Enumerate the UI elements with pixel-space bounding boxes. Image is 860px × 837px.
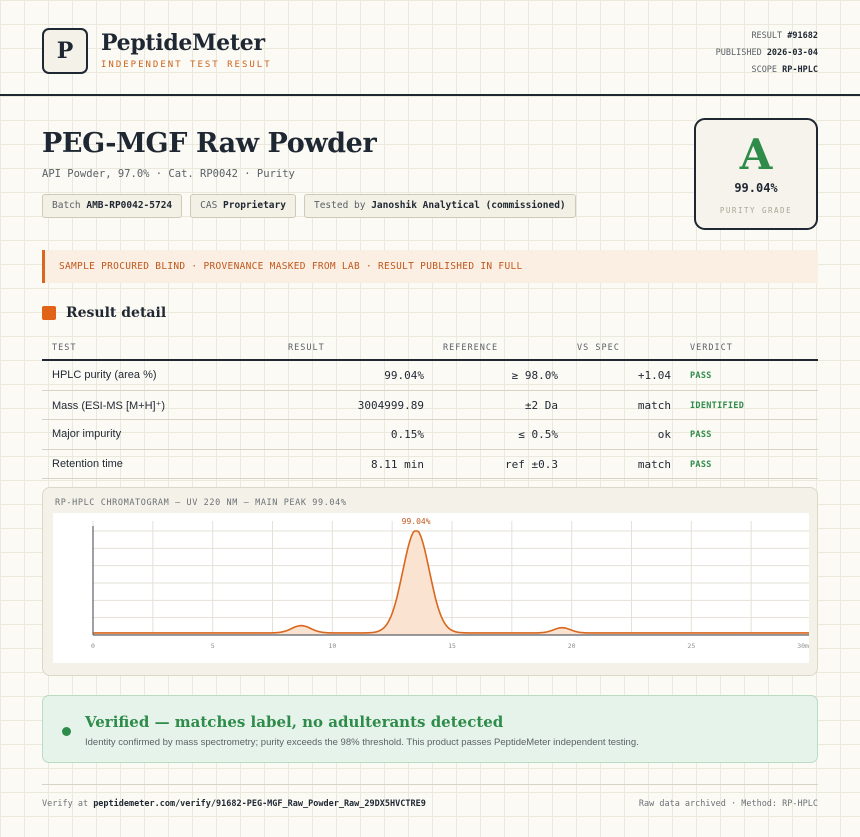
table-row: Retention time 8.11 min ref ±0.3 match P… [42, 450, 818, 479]
chip-value: Proprietary [223, 200, 286, 211]
chromatogram-panel: RP-HPLC CHROMATOGRAM — UV 220 NM — MAIN … [42, 487, 818, 676]
chip-label: CAS [200, 200, 218, 211]
cell-vs-spec: +1.04 [637, 369, 671, 382]
product-subtitle: API Powder, 97.0% · Cat. RP0042 · Purity [42, 168, 295, 180]
cell-test: HPLC purity (area %) [52, 369, 157, 381]
x-tick-label: 25 [687, 642, 695, 650]
table-header: TEST RESULT REFERENCE VS SPEC VERDICT [42, 338, 818, 361]
table-row: Mass (ESI-MS [M+H]⁺) 3004999.89 ±2 Da ma… [42, 391, 818, 420]
signal-line [93, 530, 809, 634]
cell-reference: ≥ 98.0% [511, 369, 558, 382]
cell-verdict: PASS [690, 371, 712, 381]
brand-subtitle: INDEPENDENT TEST RESULT [101, 60, 272, 70]
verified-title: Verified — matches label, no adulterants… [85, 713, 504, 731]
cell-reference: ref ±0.3 [505, 457, 558, 471]
grade-label: PURITY GRADE [719, 206, 793, 215]
scope-label: SCOPE [751, 65, 778, 75]
section-marker-icon [42, 306, 56, 320]
tested-by-chip: Tested by Janoshik Analytical (commissio… [303, 194, 576, 218]
verified-banner: Verified — matches label, no adulterants… [42, 695, 818, 763]
product-chips: Batch AMB-RP0042-5724 CAS Proprietary Te… [42, 194, 576, 218]
result-table: TEST RESULT REFERENCE VS SPEC VERDICT HP… [42, 338, 818, 479]
cell-test: Mass (ESI-MS [M+H]⁺) [52, 399, 166, 412]
cell-reference: ±2 Da [524, 398, 558, 412]
result-meta: RESULT #91682 PUBLISHED 2026-03-04 SCOPE… [716, 28, 818, 79]
published-label: PUBLISHED [715, 48, 762, 58]
cell-result: 3004999.89 [357, 398, 424, 412]
verify-url-link[interactable]: peptidemeter.com/verify/91682-PEG-MGF_Ra… [93, 799, 426, 809]
table-row: HPLC purity (area %) 99.04% ≥ 98.0% +1.0… [42, 361, 818, 391]
procurement-notice: SAMPLE PROCURED BLIND · PROVENANCE MASKE… [42, 250, 818, 283]
col-result: RESULT [288, 343, 325, 353]
batch-chip: Batch AMB-RP0042-5724 [42, 194, 183, 218]
published-value: 2026-03-04 [766, 48, 818, 58]
col-test: TEST [52, 343, 77, 353]
cell-verdict: IDENTIFIED [690, 400, 745, 411]
brand-name: PeptideMeter [101, 30, 265, 56]
footer-method: Raw data archived · Method: RP-HPLC [638, 799, 818, 809]
col-verdict: VERDICT [690, 343, 733, 353]
verified-text: Identity confirmed by mass spectrometry;… [85, 737, 639, 748]
purity-grade-card: A 99.04% PURITY GRADE [694, 118, 818, 230]
logo: P [42, 28, 88, 74]
cell-verdict: PASS [690, 459, 712, 470]
peak-label: 99.04% [402, 517, 431, 526]
cell-result: 0.15% [390, 428, 424, 441]
cell-test: Major impurity [52, 428, 122, 440]
logo-letter: P [56, 38, 74, 64]
footer-divider [42, 784, 818, 785]
cell-result: 8.11 min [371, 457, 424, 471]
col-vs-spec: VS SPEC [577, 343, 620, 353]
page-header: P PeptideMeter INDEPENDENT TEST RESULT R… [0, 0, 860, 96]
grade-value: 99.04% [734, 181, 778, 195]
x-tick-label: 0 [91, 642, 95, 650]
cell-vs-spec: ok [657, 428, 671, 441]
footer-verify: Verify at peptidemeter.com/verify/91682-… [42, 799, 426, 809]
verified-dot-icon [62, 727, 71, 736]
cell-vs-spec: match [637, 398, 671, 412]
cas-chip: CAS Proprietary [190, 194, 296, 218]
table-row: Major impurity 0.15% ≤ 0.5% ok PASS [42, 420, 818, 450]
chip-value: AMB-RP0042-5724 [86, 200, 173, 211]
cell-vs-spec: match [637, 457, 671, 471]
x-tick-label: 10 [328, 642, 336, 650]
chip-label: Tested by [313, 200, 366, 211]
verify-prefix: Verify at [42, 799, 89, 809]
cell-result: 99.04% [384, 369, 424, 382]
cell-reference: ≤ 0.5% [518, 428, 558, 441]
cell-verdict: PASS [690, 430, 712, 440]
scope-value: RP-HPLC [782, 65, 818, 75]
x-tick-label: 30min [797, 642, 809, 650]
section-title: Result detail [66, 305, 167, 321]
chip-value: Janoshik Analytical (commissioned) [371, 200, 566, 211]
x-tick-label: 15 [448, 642, 456, 650]
section-header: Result detail [42, 305, 166, 321]
cell-test: Retention time [52, 457, 123, 470]
product-title: PEG-MGF Raw Powder [42, 128, 377, 159]
x-tick-label: 5 [211, 642, 215, 650]
result-value: #91682 [787, 31, 818, 41]
chromatogram-chart: 99.04% 0 5 10 15 20 25 30min [53, 513, 809, 663]
chromatogram-title: RP-HPLC CHROMATOGRAM — UV 220 NM — MAIN … [55, 498, 347, 508]
result-label: RESULT [751, 31, 783, 41]
x-tick-label: 20 [568, 642, 576, 650]
grade-letter: A [739, 130, 773, 179]
chip-label: Batch [52, 200, 81, 211]
col-reference: REFERENCE [443, 343, 499, 353]
